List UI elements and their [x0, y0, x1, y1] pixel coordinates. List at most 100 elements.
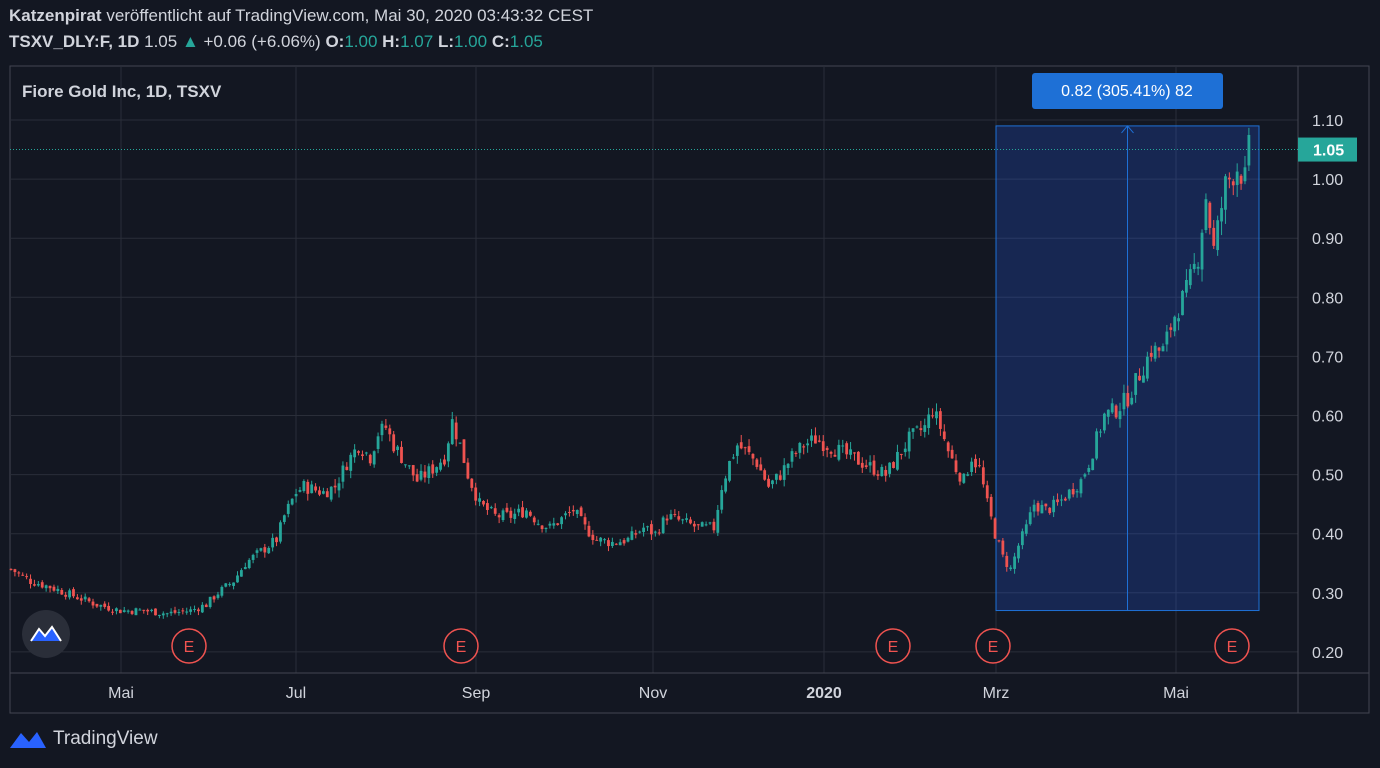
candle-body — [896, 451, 899, 470]
candle-body — [696, 524, 700, 526]
candle-body — [513, 513, 517, 519]
candle-body — [1048, 507, 1052, 514]
time-axis[interactable]: Mai Jul Sep Nov 2020 Mrz Mai — [10, 672, 1369, 702]
candle-body — [1110, 403, 1114, 413]
candle-body — [642, 527, 646, 533]
candle-body — [821, 441, 825, 452]
earnings-marker-icon[interactable]: E — [171, 628, 207, 664]
candle-body — [802, 446, 806, 448]
earnings-marker-icon[interactable]: E — [1214, 628, 1250, 664]
candle-body — [64, 594, 68, 597]
candle-body — [439, 462, 442, 470]
up-triangle-icon: ▲ — [181, 32, 199, 51]
footer: TradingView — [9, 728, 158, 750]
candle-body — [282, 515, 286, 522]
candle-body — [181, 610, 185, 612]
earnings-marker-icon[interactable]: E — [443, 628, 479, 664]
candle-body — [357, 451, 360, 453]
author-name[interactable]: Katzenpirat — [9, 6, 102, 25]
candle-body — [505, 507, 509, 512]
candle-body — [1122, 392, 1126, 410]
tradingview-logo-icon[interactable] — [22, 610, 70, 658]
candle-body — [1103, 413, 1106, 431]
candle-body — [868, 462, 872, 466]
candle-body — [400, 446, 403, 463]
candle-body — [1134, 373, 1138, 395]
earnings-marker-icon[interactable]: E — [975, 628, 1011, 664]
candle-body — [650, 524, 653, 535]
candle-body — [146, 609, 150, 612]
footer-brand[interactable]: TradingView — [53, 728, 158, 749]
candle-body — [997, 540, 1001, 542]
candle-body — [755, 459, 759, 467]
candle-body — [521, 507, 524, 518]
candle-body — [1052, 499, 1056, 513]
candle-body — [392, 434, 396, 452]
candle-body — [40, 582, 44, 588]
high-label: H: — [382, 32, 401, 51]
candle-body — [1173, 316, 1177, 332]
measure-tool[interactable]: 0.82 (305.41%) 82 — [995, 73, 1260, 612]
earnings-marker-icon[interactable]: E — [875, 628, 911, 664]
candle-body — [700, 522, 704, 527]
last-price-badge-text: 1.05 — [1313, 143, 1344, 160]
candle-body — [993, 518, 997, 539]
candle-body — [142, 609, 146, 611]
candle-body — [841, 445, 845, 447]
candle-body — [1185, 280, 1188, 293]
candle-body — [95, 603, 99, 607]
candle-body — [185, 611, 189, 613]
candle-body — [154, 608, 157, 616]
candle-body — [1200, 232, 1204, 270]
price-axis[interactable]: 0.20 0.30 0.40 0.50 0.60 0.70 0.80 0.90 1.00 1.10… — [10, 66, 1357, 713]
candle-body — [482, 500, 485, 505]
candle-body — [665, 518, 669, 521]
candle-body — [1013, 556, 1016, 569]
x-tick-label: 2020 — [806, 685, 842, 702]
candle-body — [21, 574, 25, 576]
candle-body — [17, 572, 21, 574]
candle-body — [388, 428, 392, 435]
candle-body — [978, 465, 981, 467]
candle-body — [1095, 431, 1098, 459]
candle-body — [134, 608, 138, 616]
candle-body — [126, 610, 130, 612]
candle-body — [450, 419, 454, 445]
candle-body — [653, 531, 657, 533]
candle-body — [681, 519, 685, 521]
candle-body — [1075, 491, 1079, 493]
candle-body — [829, 451, 833, 454]
candle-body — [657, 532, 661, 534]
candle-body — [193, 609, 196, 611]
candle-body — [950, 449, 954, 459]
x-tick-label: Mai — [108, 685, 134, 702]
earnings-marker-label: E — [456, 639, 467, 656]
candle-body — [728, 460, 731, 481]
y-tick-label: 1.10 — [1312, 113, 1343, 130]
candle-body — [380, 423, 384, 436]
candle-body — [1017, 545, 1020, 559]
candle-body — [716, 509, 720, 533]
candle-body — [1153, 345, 1157, 359]
candle-body — [677, 516, 681, 520]
candle-body — [1044, 503, 1048, 507]
candle-body — [704, 524, 708, 526]
candle-body — [1212, 227, 1216, 246]
y-tick-label: 0.80 — [1312, 290, 1343, 307]
candle-body — [458, 442, 462, 444]
candle-body — [224, 583, 228, 587]
candle-body — [575, 510, 579, 515]
candle-body — [435, 467, 439, 473]
candle-body — [204, 604, 208, 608]
candle-body — [1188, 269, 1192, 286]
candle-body — [595, 539, 599, 541]
candle-body — [1227, 177, 1231, 180]
candle-body — [251, 554, 255, 560]
candle-body — [314, 486, 317, 491]
low-label: L: — [437, 32, 454, 51]
candle-body — [384, 425, 388, 428]
last-price-badge[interactable] — [1298, 137, 1357, 162]
candle-body — [735, 445, 739, 456]
